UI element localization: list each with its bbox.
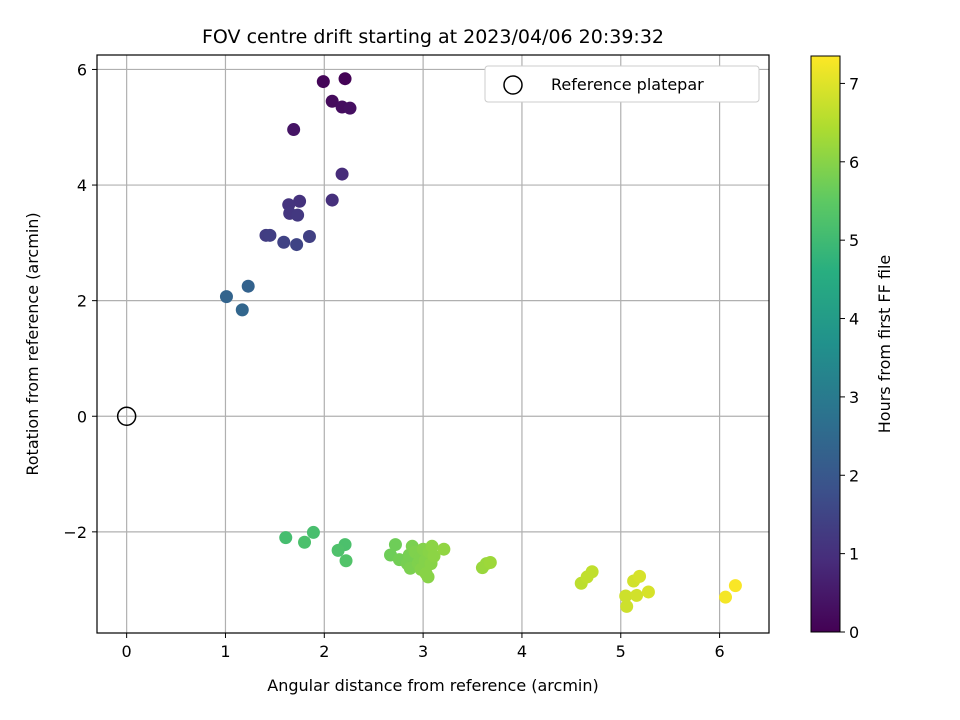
legend-box — [484, 65, 760, 103]
y-tick-label: 4 — [77, 176, 87, 195]
plot-frame — [96, 54, 770, 634]
reference-platepar-marker — [116, 406, 137, 426]
data-point — [728, 579, 742, 593]
colorbar-tick-label: 1 — [849, 545, 859, 564]
data-point — [316, 75, 330, 89]
colorbar-ticks: 0 1 2 3 4 5 6 7 — [840, 74, 859, 642]
x-tick-label: 3 — [418, 642, 428, 661]
y-axis-ticks: −2 0 2 4 6 — [63, 60, 97, 542]
colorbar-tick-label: 7 — [849, 74, 859, 93]
data-point — [291, 208, 305, 222]
data-point — [325, 94, 339, 108]
data-point — [427, 549, 441, 563]
data-point — [325, 193, 339, 207]
data-point — [235, 303, 249, 317]
y-tick-label: 0 — [77, 407, 87, 426]
data-point — [277, 235, 291, 249]
legend-label: Reference platepar — [551, 75, 704, 94]
x-axis-label: Angular distance from reference (arcmin) — [267, 676, 598, 695]
colorbar-tick-label: 5 — [849, 231, 859, 250]
colorbar-tick-label: 2 — [849, 466, 859, 485]
y-tick-label: 6 — [77, 60, 87, 79]
data-point — [241, 279, 255, 293]
data-point — [388, 538, 402, 552]
x-tick-label: 5 — [616, 642, 626, 661]
x-tick-label: 4 — [517, 642, 527, 661]
colorbar-label: Hours from first FF file — [875, 255, 894, 434]
data-point — [219, 290, 233, 304]
y-axis-label: Rotation from reference (arcmin) — [23, 212, 42, 475]
data-point — [619, 589, 633, 603]
data-point — [633, 569, 647, 583]
data-point — [483, 555, 497, 569]
data-point — [293, 194, 307, 208]
data-point — [620, 599, 634, 613]
x-tick-label: 0 — [122, 642, 132, 661]
data-point — [331, 543, 345, 557]
data-point — [287, 123, 301, 137]
x-tick-label: 2 — [319, 642, 329, 661]
data-point — [421, 570, 435, 584]
x-axis-ticks: 0 1 2 3 4 5 6 — [122, 633, 725, 661]
data-point — [279, 531, 293, 545]
data-point — [338, 72, 352, 86]
data-points — [219, 72, 742, 613]
data-point — [425, 539, 439, 553]
legend: Reference platepar — [484, 65, 760, 103]
data-point — [585, 565, 599, 579]
colorbar-tick-label: 4 — [849, 310, 859, 329]
grid-lines — [97, 55, 769, 633]
legend-open-circle-icon — [503, 75, 523, 95]
y-tick-label: −2 — [63, 523, 87, 542]
data-point — [263, 228, 277, 242]
colorbar-tick-label: 6 — [849, 153, 859, 172]
colorbar — [810, 55, 841, 633]
chart-title: FOV centre drift starting at 2023/04/06 … — [202, 26, 664, 48]
data-point — [290, 238, 304, 252]
colorbar-tick-label: 3 — [849, 388, 859, 407]
data-point — [437, 542, 451, 556]
x-tick-label: 6 — [714, 642, 724, 661]
data-point — [641, 585, 655, 599]
data-point — [343, 101, 357, 115]
data-point — [339, 554, 353, 568]
data-point — [302, 229, 316, 243]
y-tick-label: 2 — [77, 292, 87, 311]
colorbar-tick-label: 0 — [849, 623, 859, 642]
data-point — [335, 167, 349, 181]
data-point — [719, 590, 733, 604]
data-point — [630, 588, 644, 602]
data-point — [298, 535, 312, 549]
x-tick-label: 1 — [220, 642, 230, 661]
data-point — [306, 525, 320, 539]
